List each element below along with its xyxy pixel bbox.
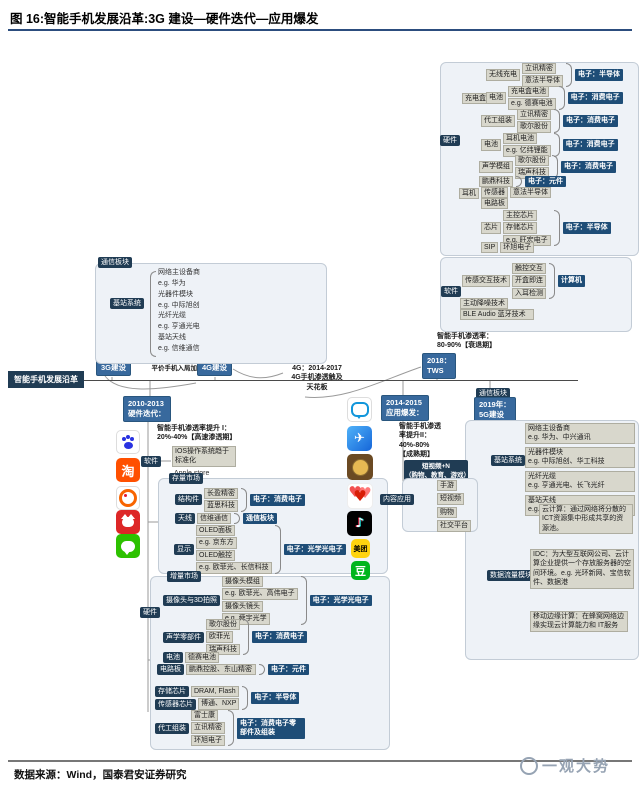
sector-tag-3g-panel: 通信板块 — [98, 257, 132, 269]
brace — [274, 525, 281, 574]
footer-divider — [8, 760, 632, 762]
brace — [300, 576, 307, 625]
row-acoustic-parts: 声学零部件 歌尔股份 欧菲光 瑞声科技 电子：消费电子 — [163, 619, 307, 656]
video-plus-n-banner: 短视频+N （购物、教育、游戏） — [404, 460, 470, 483]
row-assembly-2014: 代工组装 富士康 立讯精密 环旭电子 电子：消费电子零部件及组装 — [155, 710, 305, 747]
figure-title: 图 16:智能手机发展沿革:3G 建设—硬件迭代—应用爆发 — [10, 12, 319, 26]
row-structural-parts: 结构件 长盈精密 蓝思科技 电子：消费电子 — [175, 488, 305, 512]
watermark-logo-icon — [520, 756, 538, 775]
row-case-assembly: 代工组装 立讯精密 歌尔股份 电子：消费电子 — [481, 109, 618, 133]
honor-of-kings-game-icon — [347, 454, 373, 480]
row-battery-2014: 电池 德赛电池 — [163, 652, 219, 664]
cloud-computing-box: 云计算：通过网络将分散的ICT资源集中形成共享的资源池。 — [539, 504, 633, 535]
sector-tag-5g: 通信板块 — [476, 388, 510, 400]
meituan-icon: 美团 — [351, 539, 370, 558]
brace — [242, 686, 249, 710]
brace — [241, 488, 247, 512]
row-case-battery: 电池 充电盒电池 e.g. 德赛电池 电子：消费电子 — [486, 86, 623, 110]
event-hw-iteration: 2010-2013 硬件迭代： — [123, 396, 171, 423]
row-memory-sensor-chips: 存储芯片 DRAM, Flash 传感器芯片 博通、NXP 电子：半导体 — [155, 686, 300, 710]
title-underline — [8, 29, 632, 31]
brace — [549, 263, 555, 300]
timeline-root-label: 智能手机发展沿革 — [8, 371, 84, 388]
data-source-text: 数据来源：Wind，国泰君安证券研究 — [14, 769, 187, 781]
brace — [553, 133, 560, 157]
node-software-tws: 软件 — [441, 286, 461, 298]
baidu-icon — [116, 430, 140, 454]
list-5g-basestation: 网络主设备商 e.g. 华为、中兴通讯 光器件模块 e.g. 中际旭创、华工科技 光… — [525, 423, 635, 516]
penetration-2-text: 智能手机渗透 率提升II： 40%-80% 【成熟期】 — [399, 423, 441, 459]
qq-chat-icon — [347, 397, 372, 422]
node-hardware-tws: 硬件 — [440, 135, 460, 147]
node-basestation-3g: 基站系统 — [110, 298, 144, 310]
row-chip: 芯片 主控芯片 存储芯片 e.g. 旺宏电子 电子：半导体 — [481, 210, 611, 247]
row-pcb-2014: 电路板 鹏鼎控股、东山精密 电子：元件 — [157, 664, 309, 676]
paper-plane-app-icon: ✈ — [347, 426, 372, 451]
row-sip: SIP 环旭电子 — [481, 242, 535, 254]
node-software-2010: 软件 — [141, 456, 161, 468]
brace — [554, 109, 560, 133]
brace — [259, 664, 265, 676]
row-antenna: 天线 信维通信 通信板块 — [175, 513, 277, 525]
row-camera-3d: 摄像头与3D拍照 摄像头模组 e.g. 欧菲光、高伟电子 摄像头镜头 e.g. 舜宇光… — [163, 576, 372, 625]
edge-computing-box: 移动边缘计算：在蜂窝网络边缘实现云计算能力和 IT服务 — [530, 611, 628, 632]
pinduoduo-hearts-icon: ♥ — [347, 483, 373, 509]
brace — [228, 710, 234, 747]
row-pengding: 鹏鼎科技 电子：元件 — [479, 176, 566, 188]
node-content-apps: 内容应用 — [380, 494, 414, 506]
list-3g-suppliers: 网络主设备商 e.g. 华为 光器件模块 e.g. 中际旭创 光纤光缆 e.g.… — [158, 269, 200, 352]
list-content-apps: 手游 短视频 购物 社交平台 — [437, 480, 471, 532]
event-2018-tws: 2018： TWS — [422, 353, 457, 380]
brace — [243, 619, 249, 656]
wechat-icon — [116, 534, 140, 558]
supplier-box: 光器件模块 e.g. 中际旭创、华工科技 — [525, 446, 635, 468]
brace — [558, 86, 565, 110]
node-basestation-5g: 基站系统 — [491, 455, 525, 467]
brace — [234, 513, 240, 525]
brace — [516, 176, 522, 188]
row-ear-battery: 电池 耳机电池 e.g. 亿纬锂能 电子：消费电子 — [481, 133, 618, 157]
row-anc: 主动降噪技术 — [460, 298, 508, 310]
tmall-icon — [116, 510, 140, 534]
row-display: 显示 OLED面板 e.g. 京东方 OLED触控 e.g. 欧菲光、长信科技 电子：… — [174, 525, 346, 574]
row-sensor-interaction: 传感交互技术 触控交互 开盒即连 入耳检测 计算机 — [462, 263, 585, 300]
douyin-icon: ♪ — [347, 511, 372, 536]
header-incremental-market: 增量市场 — [167, 571, 201, 583]
row-ble-audio: BLE Audio 蓝牙技术 — [460, 309, 534, 321]
node-data-traffic: 数据流量模块 — [487, 570, 535, 582]
brace — [566, 63, 572, 87]
brace — [553, 210, 560, 247]
penetration-decline-text: 智能手机渗透率： 80-90%【衰退期】 — [437, 333, 497, 350]
era-4g-text: 4G：2014-2017 4G手机渗透触及 天花板 — [291, 365, 343, 391]
row-pcb-tws: 电路板 — [481, 198, 508, 210]
weibo-icon — [116, 486, 140, 510]
watermark: 一观大势 — [520, 755, 610, 776]
node-hardware-2014: 硬件 — [140, 607, 160, 619]
node-earphone: 耳机 — [459, 188, 479, 200]
taobao-icon: 淘 — [116, 458, 140, 482]
supplier-box: 光纤光缆 e.g. 亨通光电、长飞光纤 — [525, 470, 635, 492]
row-wireless-charging: 无线充电 立讯精密 意法半导体 电子：半导体 — [486, 63, 623, 87]
douban-icon: 豆 — [351, 561, 370, 580]
timeline-axis — [30, 380, 578, 381]
node-charging-case: 充电盒 — [462, 93, 489, 105]
event-app-burst: 2014-2015 应用爆发： — [381, 395, 429, 422]
header-stock-market: 存量市场 — [169, 473, 203, 485]
penetration-1-text: 智能手机渗透率提升 I： 20%-40%【高速渗透期】 — [157, 425, 237, 442]
panel-3g-basestation — [95, 263, 327, 364]
bracket-3g-lines — [150, 271, 156, 357]
row-sensor: 传感器 意法半导体 — [481, 187, 551, 199]
ios-standardization-box: IOS操作系统趋于标准化 — [172, 446, 236, 467]
idc-box: IDC：为大型互联网公司、云计算企业提供一个存放服务器的空间环境。e.g. 光环… — [530, 549, 634, 589]
supplier-box: 网络主设备商 e.g. 华为、中兴通讯 — [525, 423, 635, 444]
